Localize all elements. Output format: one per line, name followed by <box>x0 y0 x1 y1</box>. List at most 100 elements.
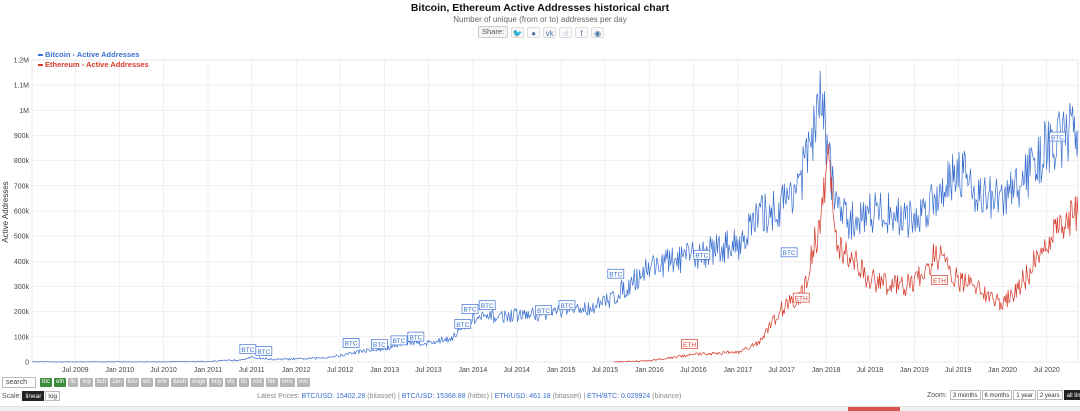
y-axis-label: Active Addresses <box>1 181 10 242</box>
zoom-2-years-button[interactable]: 2 years <box>1036 390 1063 400</box>
annotation-text: BTC <box>392 338 405 345</box>
chart-legend[interactable]: Bitcoin - Active Addresses Ethereum - Ac… <box>38 50 149 70</box>
annotation-text: BTC <box>257 349 270 356</box>
annotation-text: BTC <box>537 308 550 315</box>
coin-button-bcg[interactable]: bcg <box>209 377 224 387</box>
x-tick-label: Jul 2010 <box>150 367 177 374</box>
coin-button-blk[interactable]: blk <box>265 377 278 387</box>
facebook-icon[interactable]: f <box>575 26 589 38</box>
x-tick-label: Jan 2010 <box>105 367 134 374</box>
x-tick-label: Jan 2014 <box>459 367 488 374</box>
x-tick-label: Jan 2013 <box>370 367 399 374</box>
annotation-flag-btc[interactable]: BTC <box>407 331 425 342</box>
x-tick-label: Jan 2011 <box>194 367 222 374</box>
annotation-flag-btc[interactable]: BTC <box>461 304 479 314</box>
y-tick-label: 400k <box>14 259 30 266</box>
y-tick-label: 700k <box>14 183 30 190</box>
annotation-flag-eth[interactable]: ETH <box>931 275 948 285</box>
scale-log-button[interactable]: log <box>45 391 61 401</box>
x-tick-label: Jan 2015 <box>547 367 576 374</box>
coin-button-rdd[interactable]: rdd <box>251 377 264 387</box>
coin-button-xrp[interactable]: xrp <box>80 377 93 387</box>
coin-button-btc[interactable]: btc <box>40 377 53 387</box>
ethusd-label: ETH/USD: <box>494 392 528 400</box>
coin-toolbar: search btc eth ltc xrp bch zec bsv etc xmr dash do… <box>0 376 1080 388</box>
annotation-flag-btc[interactable]: BTC <box>535 305 552 316</box>
annotation-flag-btc[interactable]: BTC <box>454 319 472 329</box>
ethbtc-value: 0.029924 <box>621 392 651 400</box>
reddit-icon[interactable]: ● <box>527 26 541 38</box>
y-axis: 0 100k 200k 300k 400k 500k 600k 700k 800k 900k 1M 1… <box>13 58 29 367</box>
zoom-label: Zoom: <box>927 391 947 399</box>
annotation-flag-eth[interactable]: ETH <box>681 339 698 350</box>
y-tick-label: 1.2M <box>13 58 29 65</box>
search-input[interactable]: search <box>2 376 36 388</box>
y-tick-label: 1.1M <box>13 83 29 90</box>
annotation-text: ETH <box>795 295 808 302</box>
coin-button-nmc[interactable]: nmc <box>279 377 295 387</box>
y-tick-label: 900k <box>14 133 30 140</box>
coin-button-vtc[interactable]: vtc <box>225 377 237 387</box>
legend-item-btc[interactable]: Bitcoin - Active Addresses <box>38 50 149 60</box>
vk-icon[interactable]: vk <box>543 26 557 38</box>
zoom-6-months-button[interactable]: 6 months <box>981 390 1013 400</box>
annotation-flag-btc[interactable]: BTC <box>558 300 576 311</box>
zoom-3-months-button[interactable]: 3 months <box>949 390 981 400</box>
x-tick-label: Jul 2014 <box>503 367 530 374</box>
coin-button-nvc[interactable]: nvc <box>296 377 311 387</box>
annotation-flag-eth[interactable]: ETH <box>792 292 810 303</box>
legend-label-eth: Ethereum - Active Addresses <box>45 60 149 69</box>
prices-prefix: Latest Prices: <box>257 392 300 400</box>
coin-button-dash[interactable]: dash <box>171 377 189 387</box>
annotation-text: BTC <box>560 303 573 310</box>
x-tick-label: Jan 2012 <box>282 367 311 374</box>
x-tick-label: Jan 2016 <box>635 367 664 374</box>
btcusd-source: (bitasset) <box>367 392 397 400</box>
chart-title: Bitcoin, Ethereum Active Addresses histo… <box>410 2 670 14</box>
coin-button-ftc[interactable]: ftc <box>238 377 250 387</box>
annotation-flag-btc[interactable]: BTC <box>342 338 360 348</box>
coin-button-doge[interactable]: doge <box>190 377 208 387</box>
chart-area[interactable]: 0 100k 200k 300k 400k 500k 600k 700k 800k 900k 1M 1… <box>0 40 1080 376</box>
x-tick-label: Jan 2017 <box>723 367 752 374</box>
weibo-icon[interactable]: ◉ <box>591 26 605 38</box>
coin-button-xmr[interactable]: xmr <box>155 377 170 387</box>
btcusd-value: 15402.28 <box>336 392 366 400</box>
coin-button-etc[interactable]: etc <box>141 377 154 387</box>
annotation-flag-btc[interactable]: BTC <box>371 339 388 350</box>
x-tick-label: Jan 2018 <box>812 367 841 374</box>
btcusd2-value: 15368.88 <box>436 392 466 400</box>
coin-button-ltc[interactable]: ltc <box>68 377 79 387</box>
annotation-flag-btc[interactable]: BTC <box>390 335 408 346</box>
annotation-text: ETH <box>933 278 946 285</box>
share-bar: Share: 🐦 ● vk ☝ f ◉ <box>478 26 605 38</box>
annotation-flag-btc[interactable]: BTC <box>693 249 711 260</box>
annotation-flag-btc[interactable]: BTC <box>1049 131 1066 142</box>
like-icon[interactable]: ☝ <box>559 26 573 38</box>
x-tick-label: Jul 2019 <box>945 367 972 374</box>
zoom-1-year-button[interactable]: 1 year <box>1013 390 1036 400</box>
annotation-flag-btc[interactable]: BTC <box>255 346 273 356</box>
annotation-flag-btc[interactable]: BTC <box>478 300 496 311</box>
scale-label: Scale: <box>2 392 22 400</box>
coin-list: btc eth ltc xrp bch zec bsv etc xmr dash doge bcg vt… <box>40 377 311 387</box>
coin-button-eth[interactable]: eth <box>54 377 67 387</box>
twitter-icon[interactable]: 🐦 <box>511 26 525 38</box>
x-tick-label: Jan 2019 <box>900 367 929 374</box>
ethbtc-label: ETH/BTC: <box>587 392 620 400</box>
annotation-flag-btc[interactable]: BTC <box>239 344 257 355</box>
coin-button-zec[interactable]: zec <box>110 377 124 387</box>
series-line-btc <box>31 70 1079 363</box>
x-tick-label: Jan 2020 <box>988 367 1017 374</box>
annotation-text: BTC <box>783 250 796 257</box>
annotation-flag-btc[interactable]: BTC <box>780 247 798 258</box>
zoom-all-time-button[interactable]: all time <box>1063 390 1080 400</box>
x-tick-label: Jul 2016 <box>680 367 707 374</box>
annotation-flag-btc[interactable]: BTC <box>607 268 625 279</box>
coin-button-bsv[interactable]: bsv <box>125 377 140 387</box>
legend-label-btc: Bitcoin - Active Addresses <box>45 50 140 59</box>
scale-linear-button[interactable]: linear <box>22 391 45 401</box>
coin-button-bch[interactable]: bch <box>94 377 109 387</box>
legend-item-eth[interactable]: Ethereum - Active Addresses <box>38 60 149 70</box>
